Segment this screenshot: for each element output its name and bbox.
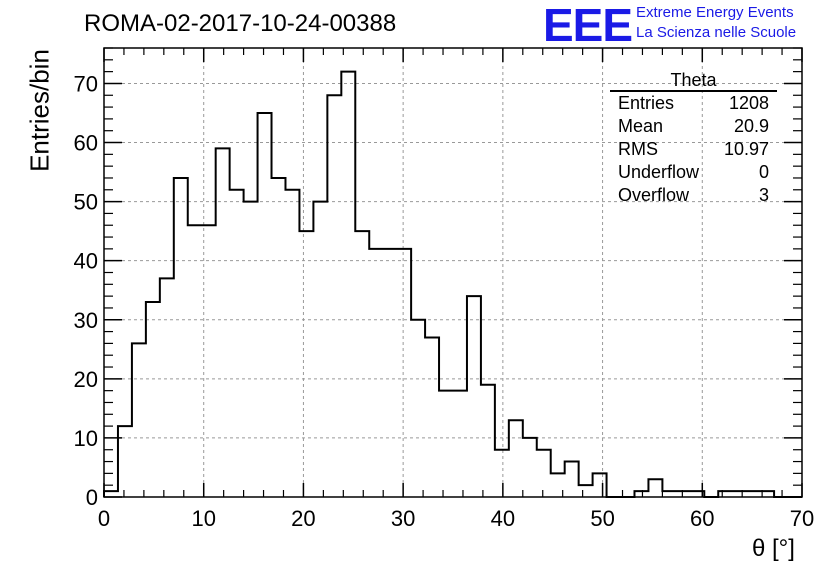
stats-label: Mean (618, 116, 664, 136)
x-tick-label: 0 (98, 506, 110, 531)
stats-box: Theta Entries 1208 Mean 20.9 RMS 10.97 U… (610, 70, 777, 207)
stats-value: 1208 (728, 93, 769, 113)
y-tick-label: 60 (74, 131, 98, 156)
stats-row: Underflow 0 (610, 161, 777, 184)
plot-frame (103, 47, 803, 498)
stats-row: RMS 10.97 (610, 138, 777, 161)
x-tick-label: 10 (191, 506, 215, 531)
stats-value: 0 (758, 162, 769, 182)
stats-value: 3 (758, 185, 769, 205)
logo-line-1: Extreme Energy Events (636, 4, 794, 21)
x-axis-label: θ [°] (752, 535, 795, 562)
stats-title: Theta (610, 70, 777, 92)
stats-value: 10.97 (723, 139, 769, 159)
stats-label: Overflow (618, 185, 690, 205)
stats-label: Entries (618, 93, 675, 113)
stats-label: RMS (618, 139, 658, 159)
x-tick-label: 40 (491, 506, 515, 531)
grid-lines (104, 48, 802, 497)
y-axis-label: Entries/bin (24, 49, 55, 172)
stats-row: Mean 20.9 (610, 115, 777, 138)
logo-line-2: La Scienza nelle Scuole (636, 24, 797, 41)
stats-label: Underflow (618, 162, 700, 182)
y-tick-label: 70 (74, 71, 98, 96)
histogram-line (103, 70, 802, 498)
stats-row: Entries 1208 (610, 92, 777, 115)
x-tick-label: 20 (291, 506, 315, 531)
eee-logo: EEE (543, 0, 633, 51)
x-tick-label: 50 (590, 506, 614, 531)
y-tick-label: 30 (74, 308, 98, 333)
x-tick-label: 70 (790, 506, 814, 531)
y-tick-label: 10 (74, 426, 98, 451)
y-tick-label: 0 (86, 485, 98, 510)
x-tick-label: 60 (690, 506, 714, 531)
x-tick-label: 30 (391, 506, 415, 531)
y-tick-label: 50 (74, 190, 98, 215)
stats-value: 20.9 (733, 116, 769, 136)
chart-title: ROMA-02-2017-10-24-00388 (84, 10, 397, 37)
y-tick-label: 20 (74, 367, 98, 392)
stats-row: Overflow 3 (610, 184, 777, 207)
y-tick-label: 40 (74, 249, 98, 274)
logo-text: Extreme Energy Events La Scienza nelle S… (636, 3, 796, 43)
